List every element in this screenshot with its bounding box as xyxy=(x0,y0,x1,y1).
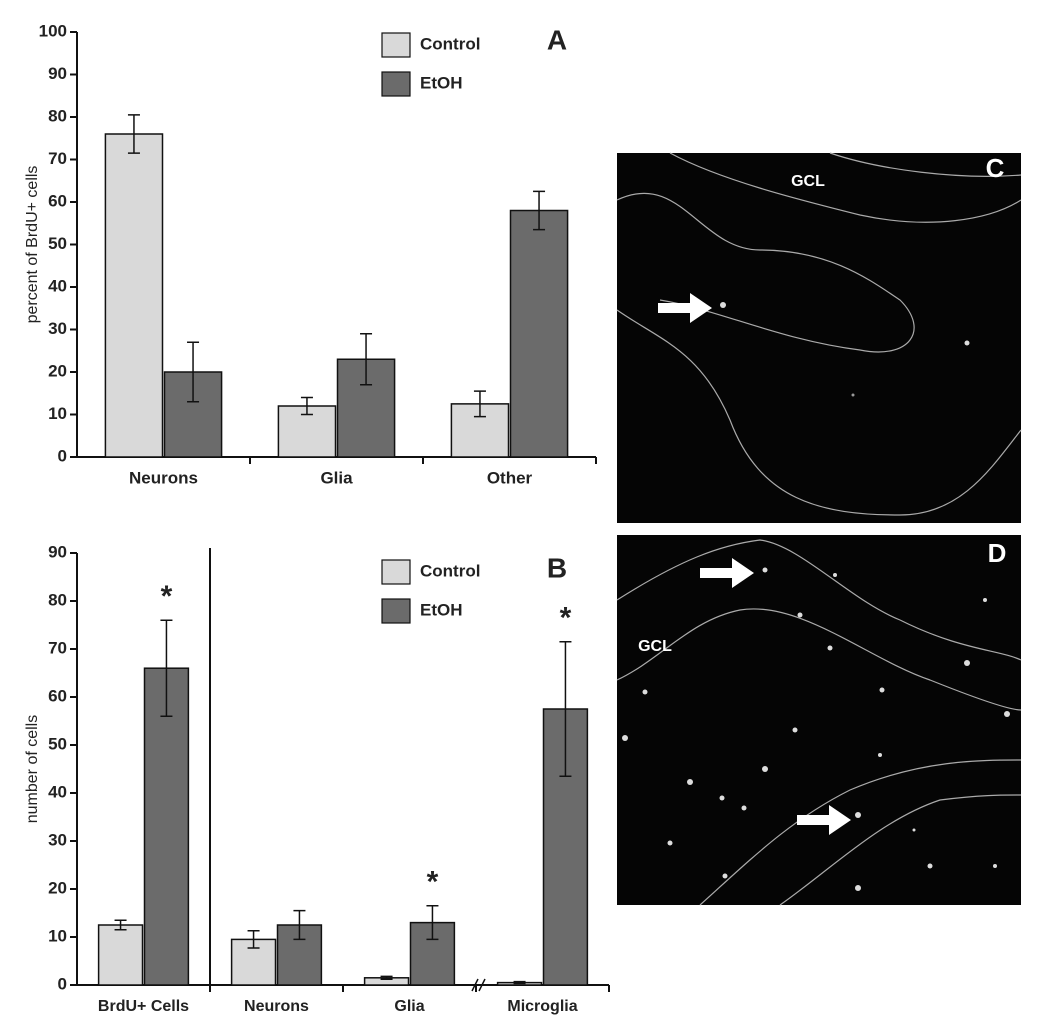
bar xyxy=(336,358,396,458)
x-tick-label: Other xyxy=(487,468,533,487)
region-label: GCL xyxy=(791,173,825,190)
y-tick-label: 20 xyxy=(48,878,67,897)
legend-swatch xyxy=(381,559,411,585)
x-tick-label: Glia xyxy=(320,468,353,487)
error-bar xyxy=(473,390,486,418)
error-bar xyxy=(426,905,439,941)
error-bar xyxy=(380,975,393,980)
error-bar xyxy=(300,396,313,416)
error-bar xyxy=(559,641,572,777)
y-tick-label: 60 xyxy=(48,191,67,210)
y-tick-label: 80 xyxy=(48,590,67,609)
legend-swatch xyxy=(381,598,411,624)
y-axis-label: number of cells xyxy=(24,715,41,824)
y-tick-label: 30 xyxy=(48,319,67,338)
y-tick-label: 10 xyxy=(48,926,67,945)
significance-marker: * xyxy=(560,602,572,635)
micrograph-c: GCL C xyxy=(616,152,1022,523)
error-bar xyxy=(247,930,260,949)
y-tick-label: 30 xyxy=(48,830,67,849)
y-tick-label: 40 xyxy=(48,276,67,295)
y-tick-label: 50 xyxy=(48,234,67,253)
x-tick-label: Microglia xyxy=(507,998,577,1015)
y-tick-label: 40 xyxy=(48,782,67,801)
y-axis-label: percent of BrdU+ cells xyxy=(24,166,41,324)
x-tick-label: Neurons xyxy=(129,468,198,487)
y-tick-label: 90 xyxy=(48,542,67,561)
y-tick-label: 20 xyxy=(48,361,67,380)
significance-marker: * xyxy=(427,866,439,899)
y-tick-label: 100 xyxy=(39,21,67,40)
y-tick-label: 70 xyxy=(48,638,67,657)
y-tick-label: 70 xyxy=(48,149,67,168)
significance-marker: * xyxy=(161,580,173,613)
error-bar xyxy=(513,980,526,985)
y-tick-label: 80 xyxy=(48,106,67,125)
y-tick-label: 10 xyxy=(48,404,67,423)
legend-swatch xyxy=(381,32,411,58)
panel-letter: A xyxy=(547,24,567,55)
x-tick-label: Glia xyxy=(394,998,424,1015)
bar xyxy=(143,667,190,986)
y-tick-label: 0 xyxy=(58,446,67,465)
error-bar xyxy=(293,909,306,941)
y-tick-label: 90 xyxy=(48,64,67,83)
legend-label: Control xyxy=(420,561,480,580)
error-bar xyxy=(533,190,546,231)
panel-letter: C xyxy=(986,153,1005,183)
bar xyxy=(509,209,569,458)
panel-letter: D xyxy=(988,538,1007,568)
y-tick-label: 50 xyxy=(48,734,67,753)
error-bar xyxy=(160,619,173,717)
legend-label: EtOH xyxy=(420,600,463,619)
legend-swatch xyxy=(381,71,411,97)
error-bar xyxy=(187,341,200,403)
micrograph-d: GCL D xyxy=(616,535,1022,906)
region-label: GCL xyxy=(638,638,672,655)
legend-label: EtOH xyxy=(420,73,463,92)
bar xyxy=(104,133,164,458)
x-tick-label: Neurons xyxy=(244,998,309,1015)
panel-letter: B xyxy=(547,552,567,583)
legend-label: Control xyxy=(420,34,480,53)
bar xyxy=(97,924,144,986)
error-bar xyxy=(127,114,140,154)
error-bar xyxy=(360,333,373,386)
y-tick-label: 60 xyxy=(48,686,67,705)
x-tick-label: BrdU+ Cells xyxy=(98,998,189,1015)
y-tick-label: 0 xyxy=(58,974,67,993)
error-bar xyxy=(114,919,127,931)
